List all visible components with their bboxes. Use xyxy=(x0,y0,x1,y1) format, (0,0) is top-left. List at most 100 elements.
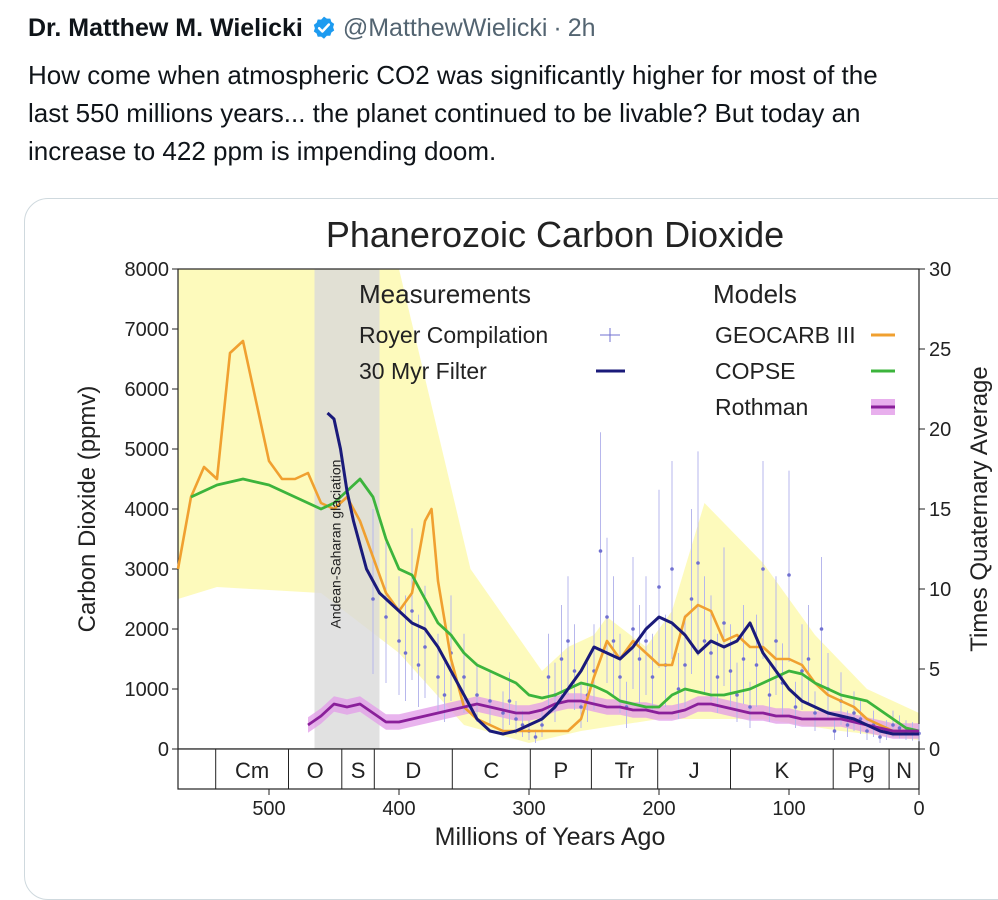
legend-royer-label: Royer Compilation xyxy=(359,322,548,348)
period-label: D xyxy=(405,758,421,783)
royer-data-point xyxy=(598,549,603,553)
royer-data-point xyxy=(696,561,700,565)
tweet-header: Dr. Matthew M. Wielicki @MatthewWielicki… xyxy=(28,10,596,46)
copse-line xyxy=(190,477,920,733)
co2-chart: 0100020003000400050006000700080000510152… xyxy=(74,214,993,851)
legend-measurements-title: Measurements xyxy=(359,279,531,309)
royer-data-point xyxy=(865,729,869,733)
royer-data-point xyxy=(533,735,538,739)
royer-data-point xyxy=(891,723,895,727)
period-label: N xyxy=(896,758,912,783)
legend-copse-label: COPSE xyxy=(715,358,796,384)
royer-data-point xyxy=(793,705,798,709)
royer-data-point xyxy=(845,723,850,727)
royer-data-point xyxy=(689,597,694,601)
royer-data-point xyxy=(683,663,687,667)
royer-data-point xyxy=(657,585,661,589)
y-tick-label: 2000 xyxy=(125,619,170,641)
royer-data-point xyxy=(403,651,408,655)
rothman-uncertainty-band xyxy=(308,693,919,739)
x-tick-label: 0 xyxy=(913,798,924,820)
royer-data-point xyxy=(670,567,674,571)
y-tick-label: 6000 xyxy=(125,379,170,401)
y2-tick-label: 25 xyxy=(929,339,951,361)
royer-data-point xyxy=(676,687,681,691)
y-tick-label: 0 xyxy=(158,739,169,761)
royer-data-point xyxy=(416,663,421,667)
rothman-line xyxy=(307,699,919,733)
y-tick-label: 5000 xyxy=(125,439,170,461)
tweet-media-image[interactable]: 0 1000 2000 3000 4000 5000 6000 7000 8000 0 5 10 15 2… xyxy=(24,198,998,900)
royer-data-point xyxy=(858,717,863,721)
y-tick-label: 7000 xyxy=(125,319,170,341)
royer-data-point xyxy=(813,711,817,715)
royer-data-point xyxy=(371,597,375,601)
royer-data-point xyxy=(735,693,739,697)
royer-data-point xyxy=(748,705,752,709)
royer-data-point xyxy=(488,699,492,703)
royer-data-point xyxy=(709,651,713,655)
period-label: S xyxy=(351,758,366,783)
author-name[interactable]: Dr. Matthew M. Wielicki xyxy=(28,13,303,42)
royer-data-point xyxy=(559,657,564,661)
legend-rothman-label: Rothman xyxy=(715,394,808,420)
royer-data-point xyxy=(520,723,525,727)
legend-filter-label: 30 Myr Filter xyxy=(359,358,487,384)
royer-data-point xyxy=(761,567,765,571)
period-label: Pg xyxy=(848,758,875,783)
y-tick-label: 1000 xyxy=(125,679,170,701)
x-tick-label: 200 xyxy=(642,798,675,820)
glaciation-band xyxy=(314,269,380,749)
period-label: Cm xyxy=(235,758,269,783)
royer-data-point xyxy=(507,699,512,703)
royer-data-point xyxy=(423,645,427,649)
royer-data-point xyxy=(436,675,440,679)
x-tick-label: 500 xyxy=(252,798,285,820)
royer-data-point xyxy=(644,639,648,643)
geocarb-line xyxy=(176,339,919,733)
author-handle[interactable]: @MatthewWielicki xyxy=(342,13,548,42)
royer-data-point xyxy=(631,627,635,631)
royer-data-point xyxy=(384,615,388,619)
y-tick-label: 8000 xyxy=(125,259,170,281)
royer-data-point xyxy=(546,675,551,679)
y-tick-label: 3000 xyxy=(125,559,170,581)
tweet-text-line: last 550 millions years... the planet co… xyxy=(28,98,861,128)
y-tick-label: 4000 xyxy=(125,499,170,521)
verified-badge-icon xyxy=(313,16,335,39)
royer-data-point xyxy=(897,726,902,730)
royer-data-point xyxy=(722,621,726,625)
period-label: P xyxy=(554,758,569,783)
royer-data-point xyxy=(702,639,707,643)
glaciation-annotation: Andean-Saharan glaciation xyxy=(328,460,344,629)
royer-data-point xyxy=(832,729,837,733)
y2-tick-label: 0 xyxy=(929,739,940,761)
royer-data-point xyxy=(819,627,824,631)
royer-data-point xyxy=(475,693,479,697)
period-label: O xyxy=(307,758,324,783)
y2-tick-label: 10 xyxy=(929,579,951,601)
royer-data-point xyxy=(410,609,414,613)
tweet-text-line: How come when atmospheric CO2 was signif… xyxy=(28,60,878,90)
royer-data-point xyxy=(754,663,759,667)
period-label: K xyxy=(775,758,790,783)
royer-data-point xyxy=(579,705,583,709)
y2-tick-label: 30 xyxy=(929,259,951,281)
royer-data-point xyxy=(566,639,570,643)
royer-data-point xyxy=(618,675,622,679)
y2-tick-label: 20 xyxy=(929,419,951,441)
royer-data-point xyxy=(852,711,856,715)
x-tick-label: 300 xyxy=(512,798,545,820)
filter-30myr-line xyxy=(326,411,919,736)
x-tick-label: 100 xyxy=(772,798,805,820)
royer-data-point xyxy=(572,669,577,673)
royer-data-point xyxy=(637,657,642,661)
royer-data-point xyxy=(715,675,720,679)
y2-tick-label: 15 xyxy=(929,499,951,521)
x-axis-title: Millions of Years Ago xyxy=(435,823,666,851)
chart-title: Phanerozoic Carbon Dioxide xyxy=(326,214,784,255)
period-strip xyxy=(177,748,920,790)
tweet-time[interactable]: 2h xyxy=(567,13,596,42)
royer-data-point xyxy=(650,675,655,679)
y-axis-title: Carbon Dioxide (ppmv) xyxy=(74,386,101,633)
